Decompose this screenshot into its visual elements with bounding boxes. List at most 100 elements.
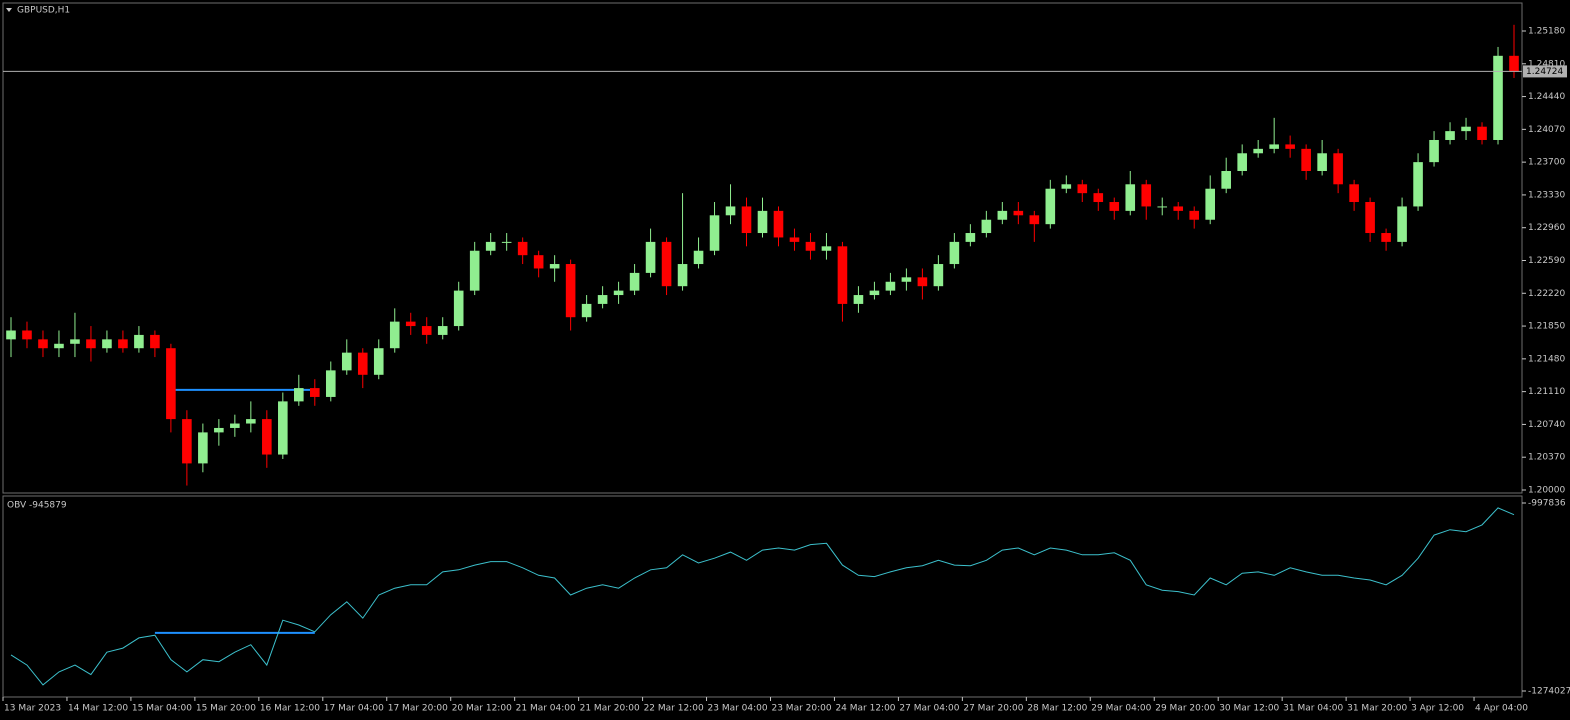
candle-body bbox=[1301, 148, 1311, 171]
candle-body bbox=[1205, 188, 1216, 220]
current-price-box bbox=[1523, 65, 1567, 78]
candle-body bbox=[1157, 206, 1168, 208]
candle-body bbox=[805, 241, 816, 251]
candle-body bbox=[1253, 148, 1263, 154]
x-tick-label: 31 Mar 04:00 bbox=[1283, 704, 1343, 714]
candle-body bbox=[1365, 202, 1375, 234]
candle-body bbox=[501, 241, 512, 243]
x-tick-label: 13 Mar 2023 bbox=[4, 704, 61, 714]
candle-body bbox=[1317, 153, 1327, 171]
candle-body bbox=[357, 352, 368, 375]
x-tick-label: 24 Mar 12:00 bbox=[835, 704, 895, 714]
candle-body bbox=[262, 419, 272, 455]
candle-body bbox=[22, 330, 32, 340]
y-tick-label: 1.20000 bbox=[1528, 485, 1565, 495]
x-tick-label: 15 Mar 20:00 bbox=[196, 704, 256, 714]
x-tick-label: 27 Mar 04:00 bbox=[899, 704, 959, 714]
candle-body bbox=[1333, 153, 1343, 185]
candle-body bbox=[166, 348, 176, 420]
candle-body bbox=[421, 326, 432, 335]
candle-body bbox=[837, 246, 848, 304]
x-tick-label: 29 Mar 04:00 bbox=[1091, 704, 1151, 714]
candle-body bbox=[629, 272, 640, 291]
candle-body bbox=[469, 250, 480, 291]
panel-menu-icon[interactable] bbox=[6, 8, 12, 12]
candle-body bbox=[1189, 210, 1200, 220]
candle-body bbox=[309, 388, 320, 397]
candle-body bbox=[38, 339, 48, 349]
candle-body bbox=[997, 210, 1008, 220]
candle-body bbox=[869, 290, 880, 296]
obv-line bbox=[10, 507, 1515, 686]
x-tick-label: 28 Mar 12:00 bbox=[1027, 704, 1087, 714]
candle-body bbox=[325, 370, 336, 397]
candle-body bbox=[70, 339, 80, 344]
candle-body bbox=[853, 295, 864, 304]
candle-body bbox=[933, 264, 944, 287]
candle-body bbox=[54, 343, 64, 349]
candle-body bbox=[1221, 171, 1231, 189]
current-price-label: 1.24724 bbox=[1526, 67, 1563, 77]
candle-body bbox=[1173, 206, 1184, 211]
indicator-panel bbox=[2, 495, 1523, 698]
x-tick-label: 29 Mar 20:00 bbox=[1155, 704, 1215, 714]
y-tick-label: 1.20740 bbox=[1528, 420, 1565, 430]
x-tick-label: 23 Mar 20:00 bbox=[771, 704, 831, 714]
indicator-title: OBV -945879 bbox=[7, 501, 67, 511]
x-tick-label: 23 Mar 04:00 bbox=[708, 704, 768, 714]
candle-body bbox=[1381, 233, 1391, 242]
candle-body bbox=[1509, 55, 1519, 72]
candle-body bbox=[437, 326, 448, 335]
candle-body bbox=[981, 219, 992, 234]
candle-body bbox=[533, 255, 544, 269]
candle-body bbox=[1141, 184, 1152, 207]
candle-body bbox=[1477, 126, 1487, 140]
candle-body bbox=[1125, 184, 1136, 211]
candle-body bbox=[118, 339, 128, 349]
candle-body bbox=[949, 241, 960, 265]
y-tick-label: 1.23700 bbox=[1528, 158, 1565, 168]
candle-body bbox=[198, 432, 208, 464]
candle-body bbox=[1429, 139, 1439, 163]
candle-body bbox=[1077, 184, 1088, 194]
x-tick-label: 17 Mar 04:00 bbox=[324, 704, 384, 714]
x-tick-label: 30 Mar 12:00 bbox=[1219, 704, 1279, 714]
candle-body bbox=[1045, 188, 1056, 225]
x-tick-label: 27 Mar 20:00 bbox=[963, 704, 1023, 714]
candle-body bbox=[1061, 184, 1072, 189]
candle-body bbox=[613, 290, 624, 296]
candle-body bbox=[645, 241, 656, 273]
candle-body bbox=[405, 321, 416, 327]
candle-body bbox=[693, 250, 704, 265]
candle-body bbox=[278, 401, 288, 455]
y-tick-label: 1.24810 bbox=[1528, 59, 1565, 69]
candle-body bbox=[965, 233, 976, 242]
y-tick-label: -997836 bbox=[1528, 498, 1566, 508]
candle-body bbox=[901, 277, 912, 282]
x-tick-label: 21 Mar 04:00 bbox=[516, 704, 576, 714]
x-tick-label: 3 Apr 12:00 bbox=[1411, 704, 1464, 714]
candle-body bbox=[789, 237, 800, 242]
y-tick-label: 1.22960 bbox=[1528, 223, 1565, 233]
candle-body bbox=[725, 206, 736, 216]
candle-body bbox=[549, 264, 560, 269]
x-tick-label: 22 Mar 12:00 bbox=[644, 704, 704, 714]
candle-body bbox=[453, 290, 464, 327]
candle-body bbox=[565, 264, 576, 318]
candle-body bbox=[1093, 193, 1104, 203]
x-tick-label: 14 Mar 12:00 bbox=[68, 704, 128, 714]
y-tick-label: 1.21110 bbox=[1528, 387, 1565, 397]
candle-body bbox=[1413, 162, 1423, 207]
y-tick-label: 1.24070 bbox=[1528, 125, 1565, 135]
y-tick-label: 1.21850 bbox=[1528, 322, 1565, 332]
x-tick-label: 17 Mar 20:00 bbox=[388, 704, 448, 714]
candle-body bbox=[709, 215, 720, 251]
y-tick-label: 1.24440 bbox=[1528, 92, 1565, 102]
candle-body bbox=[1493, 55, 1503, 140]
x-tick-label: 21 Mar 20:00 bbox=[580, 704, 640, 714]
candle-body bbox=[134, 334, 144, 349]
candle-body bbox=[102, 339, 112, 349]
x-tick-label: 15 Mar 04:00 bbox=[132, 704, 192, 714]
candle-body bbox=[661, 241, 672, 287]
